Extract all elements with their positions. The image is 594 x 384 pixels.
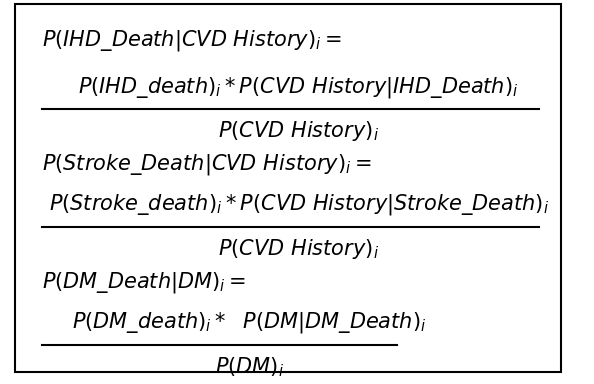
Text: $P(IHD\_Death|CVD\ History)_i =$: $P(IHD\_Death|CVD\ History)_i =$ [42,28,342,53]
Text: $P(DM)_i$: $P(DM)_i$ [215,355,284,379]
Text: $P(Stroke\_Death|CVD\ History)_i =$: $P(Stroke\_Death|CVD\ History)_i =$ [42,152,372,177]
Text: $P(CVD\ History)_i$: $P(CVD\ History)_i$ [218,237,379,261]
Text: $P(DM\_Death|DM)_i =$: $P(DM\_Death|DM)_i =$ [42,270,246,295]
Text: $P(DM\_death)_i *\ \ P(DM|DM\_Death)_i$: $P(DM\_death)_i *\ \ P(DM|DM\_Death)_i$ [72,310,427,335]
Text: $P(Stroke\_death)_i * P(CVD\ History|Stroke\_Death)_i$: $P(Stroke\_death)_i * P(CVD\ History|Str… [49,192,549,217]
Text: $P(IHD\_death)_i * P(CVD\ History|IHD\_Death)_i$: $P(IHD\_death)_i * P(CVD\ History|IHD\_D… [78,74,519,99]
Text: $P(CVD\ History)_i$: $P(CVD\ History)_i$ [218,119,379,143]
